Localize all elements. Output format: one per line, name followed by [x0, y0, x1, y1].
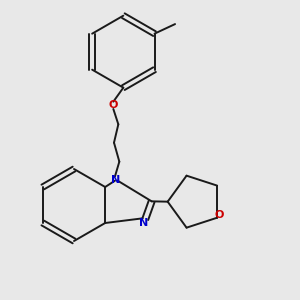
Text: N: N — [139, 218, 148, 228]
Text: O: O — [109, 100, 118, 110]
Text: O: O — [214, 210, 224, 220]
Text: N: N — [111, 175, 120, 185]
